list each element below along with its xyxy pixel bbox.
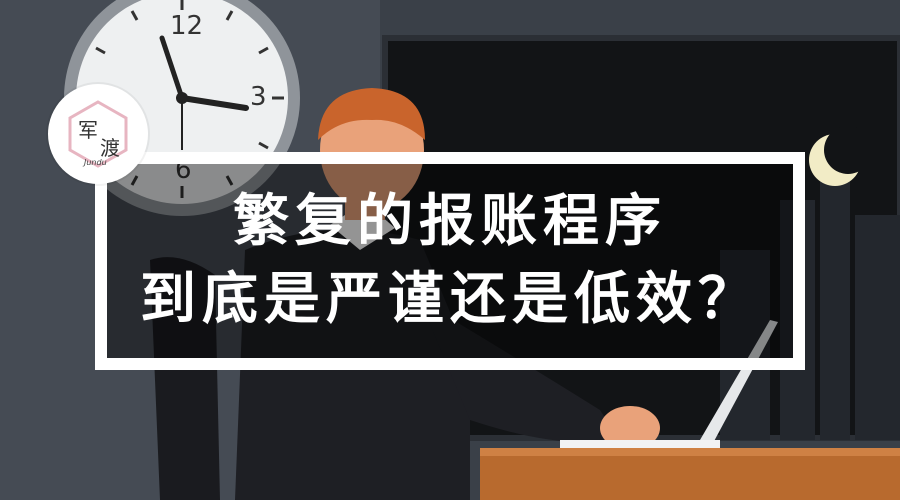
headline-line-1: 繁复的报账程序 [233,189,667,254]
logo-char-1: 军 [78,118,98,142]
clock-minute-hand [159,35,185,101]
logo-char-2: 渡 [100,136,120,160]
clock-hour-hand [179,95,249,111]
shirt-collar [330,215,395,250]
logo-hexagon-icon [68,100,128,168]
clock-numeral-12: 12 [170,11,203,41]
hand [600,406,660,450]
brand-logo: 军 渡 Jundu [48,84,148,184]
office-worker [235,88,660,500]
clock-numeral-3: 3 [250,82,267,112]
headline-line-2: 到底是严谨还是低效？ [140,267,760,332]
hair [318,88,425,140]
desk [480,448,900,500]
laptop [560,320,778,450]
caption-frame: 繁复的报账程序 到底是严谨还是低效？ [95,152,805,370]
office-chair [150,257,220,500]
logo-brand-text: Jundu [84,158,107,167]
suit-arm [420,300,620,443]
crescent-moon [809,126,872,186]
